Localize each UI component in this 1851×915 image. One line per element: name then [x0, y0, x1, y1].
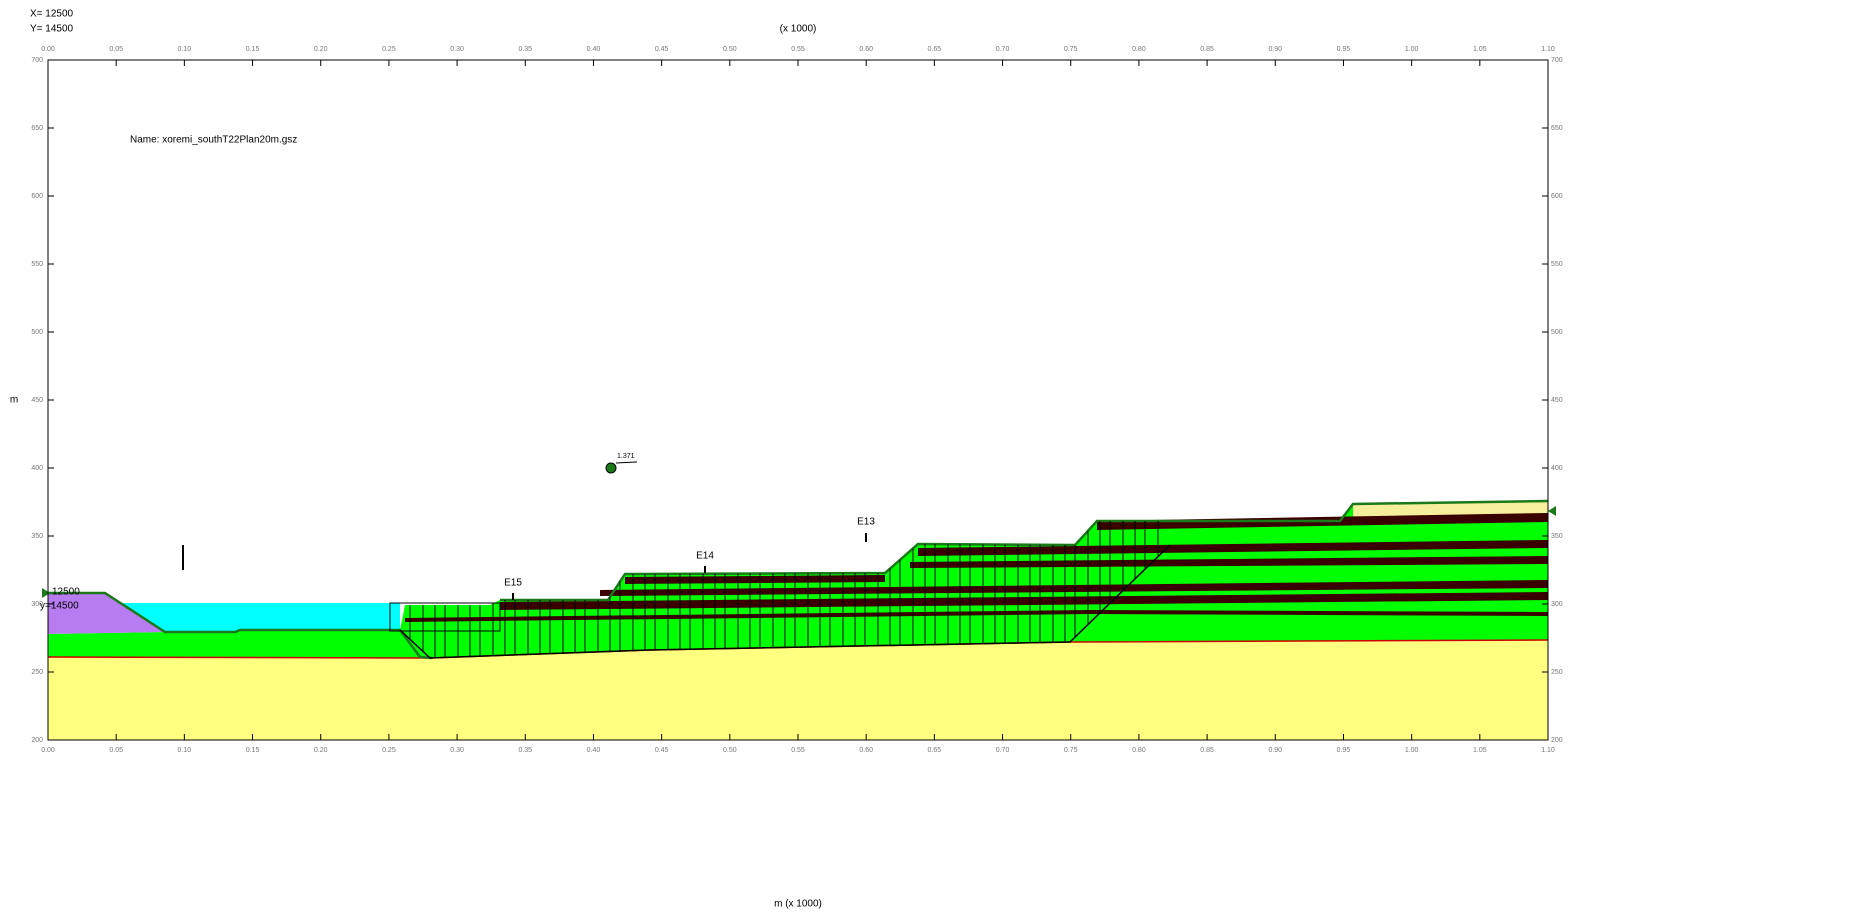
x-tick-label: 0.60 — [859, 747, 873, 754]
y-tick-label: 350 — [1551, 533, 1563, 540]
pivot — [1548, 506, 1556, 516]
y-tick-label: 400 — [1551, 465, 1563, 472]
x-tick-label: 1.05 — [1473, 46, 1487, 53]
x-tick-label: 0.40 — [587, 747, 601, 754]
section-label: E15 — [504, 578, 522, 589]
x-tick-label: 0.70 — [996, 46, 1010, 53]
y-tick-label: 550 — [31, 261, 43, 268]
y-title: m — [10, 395, 18, 406]
x-tick-label: 0.90 — [1268, 46, 1282, 53]
file-name: Name: xoremi_southT22Plan20m.gsz — [130, 135, 297, 146]
x-tick-label: 0.25 — [382, 747, 396, 754]
x-tick-label: 0.50 — [723, 747, 737, 754]
y-tick-label: 300 — [31, 601, 43, 608]
x-tick-label: 0.30 — [450, 747, 464, 754]
x-tick-label: 0.45 — [655, 46, 669, 53]
water — [120, 603, 400, 632]
x-tick-label: 0.15 — [246, 46, 260, 53]
x-tick-label: 0.85 — [1200, 747, 1214, 754]
corner-y: Y= 14500 — [30, 24, 74, 35]
y-tick-label: 200 — [1551, 737, 1563, 744]
x-tick-label: 1.10 — [1541, 747, 1555, 754]
section-label: E14 — [696, 551, 714, 562]
page: {"header": {"corner_x": "X= 12500", "cor… — [0, 0, 1851, 915]
y-tick-label: 600 — [31, 193, 43, 200]
cross-section — [42, 462, 1556, 740]
x-tick-label: 0.00 — [41, 46, 55, 53]
corner-x: X= 12500 — [30, 9, 74, 20]
x-tick-label: 0.80 — [1132, 747, 1146, 754]
x-tick-label: 0.55 — [791, 747, 805, 754]
y-tick-label: 250 — [1551, 669, 1563, 676]
x-tick-label: 0.85 — [1200, 46, 1214, 53]
slope-diagram: X= 12500 Y= 14500 (x 1000) m (x 1000) m … — [0, 0, 1851, 915]
x-tick-label: 1.00 — [1405, 747, 1419, 754]
factor-of-safety: 1.371 — [617, 453, 635, 460]
leader — [616, 462, 637, 463]
x-tick-label: 0.70 — [996, 747, 1010, 754]
x-tick-label: 0.20 — [314, 747, 328, 754]
x-tick-label: 0.10 — [178, 46, 192, 53]
y-tick-label: 450 — [31, 397, 43, 404]
x-tick-label: 0.95 — [1337, 747, 1351, 754]
y-tick-label: 350 — [31, 533, 43, 540]
x-tick-label: 0.35 — [518, 46, 532, 53]
x-tick-label: 0.35 — [518, 747, 532, 754]
x-tick-label: 0.45 — [655, 747, 669, 754]
x-tick-label: 0.20 — [314, 46, 328, 53]
x-tick-label: 1.05 — [1473, 747, 1487, 754]
x-tick-label: 0.95 — [1337, 46, 1351, 53]
x-tick-label: 1.10 — [1541, 46, 1555, 53]
x-tick-label: 0.30 — [450, 46, 464, 53]
pivot-y: y=14500 — [40, 601, 79, 612]
x-tick-label: 0.05 — [109, 46, 123, 53]
y-tick-label: 650 — [31, 125, 43, 132]
x-tick-label: 0.65 — [928, 747, 942, 754]
y-tick-label: 500 — [31, 329, 43, 336]
y-tick-label: 400 — [31, 465, 43, 472]
y-tick-label: 600 — [1551, 193, 1563, 200]
y-tick-label: 500 — [1551, 329, 1563, 336]
x-tick-label: 0.75 — [1064, 46, 1078, 53]
x-tick-label: 0.65 — [928, 46, 942, 53]
x-tick-label: 0.40 — [587, 46, 601, 53]
x-tick-label: 0.90 — [1268, 747, 1282, 754]
y-tick-label: 700 — [1551, 57, 1563, 64]
pivot-x: 12500 — [52, 587, 80, 598]
y-tick-label: 450 — [1551, 397, 1563, 404]
x-tick-label: 0.25 — [382, 46, 396, 53]
x-tick-label: 0.55 — [791, 46, 805, 53]
x-tick-label: 0.10 — [178, 747, 192, 754]
x-tick-label: 0.00 — [41, 747, 55, 754]
section-label: E13 — [857, 517, 875, 528]
y-tick-label: 250 — [31, 669, 43, 676]
y-tick-label: 650 — [1551, 125, 1563, 132]
slip-center — [606, 463, 616, 473]
x-tick-label: 1.00 — [1405, 46, 1419, 53]
x-scale-top: (x 1000) — [780, 24, 817, 35]
y-tick-label: 700 — [31, 57, 43, 64]
x-tick-label: 0.50 — [723, 46, 737, 53]
x-tick-label: 0.60 — [859, 46, 873, 53]
x-tick-label: 0.75 — [1064, 747, 1078, 754]
x-tick-label: 0.05 — [109, 747, 123, 754]
x-tick-label: 0.80 — [1132, 46, 1146, 53]
y-tick-label: 200 — [31, 737, 43, 744]
y-tick-label: 550 — [1551, 261, 1563, 268]
x-tick-label: 0.15 — [246, 747, 260, 754]
y-tick-label: 300 — [1551, 601, 1563, 608]
x-title: m (x 1000) — [774, 899, 822, 910]
